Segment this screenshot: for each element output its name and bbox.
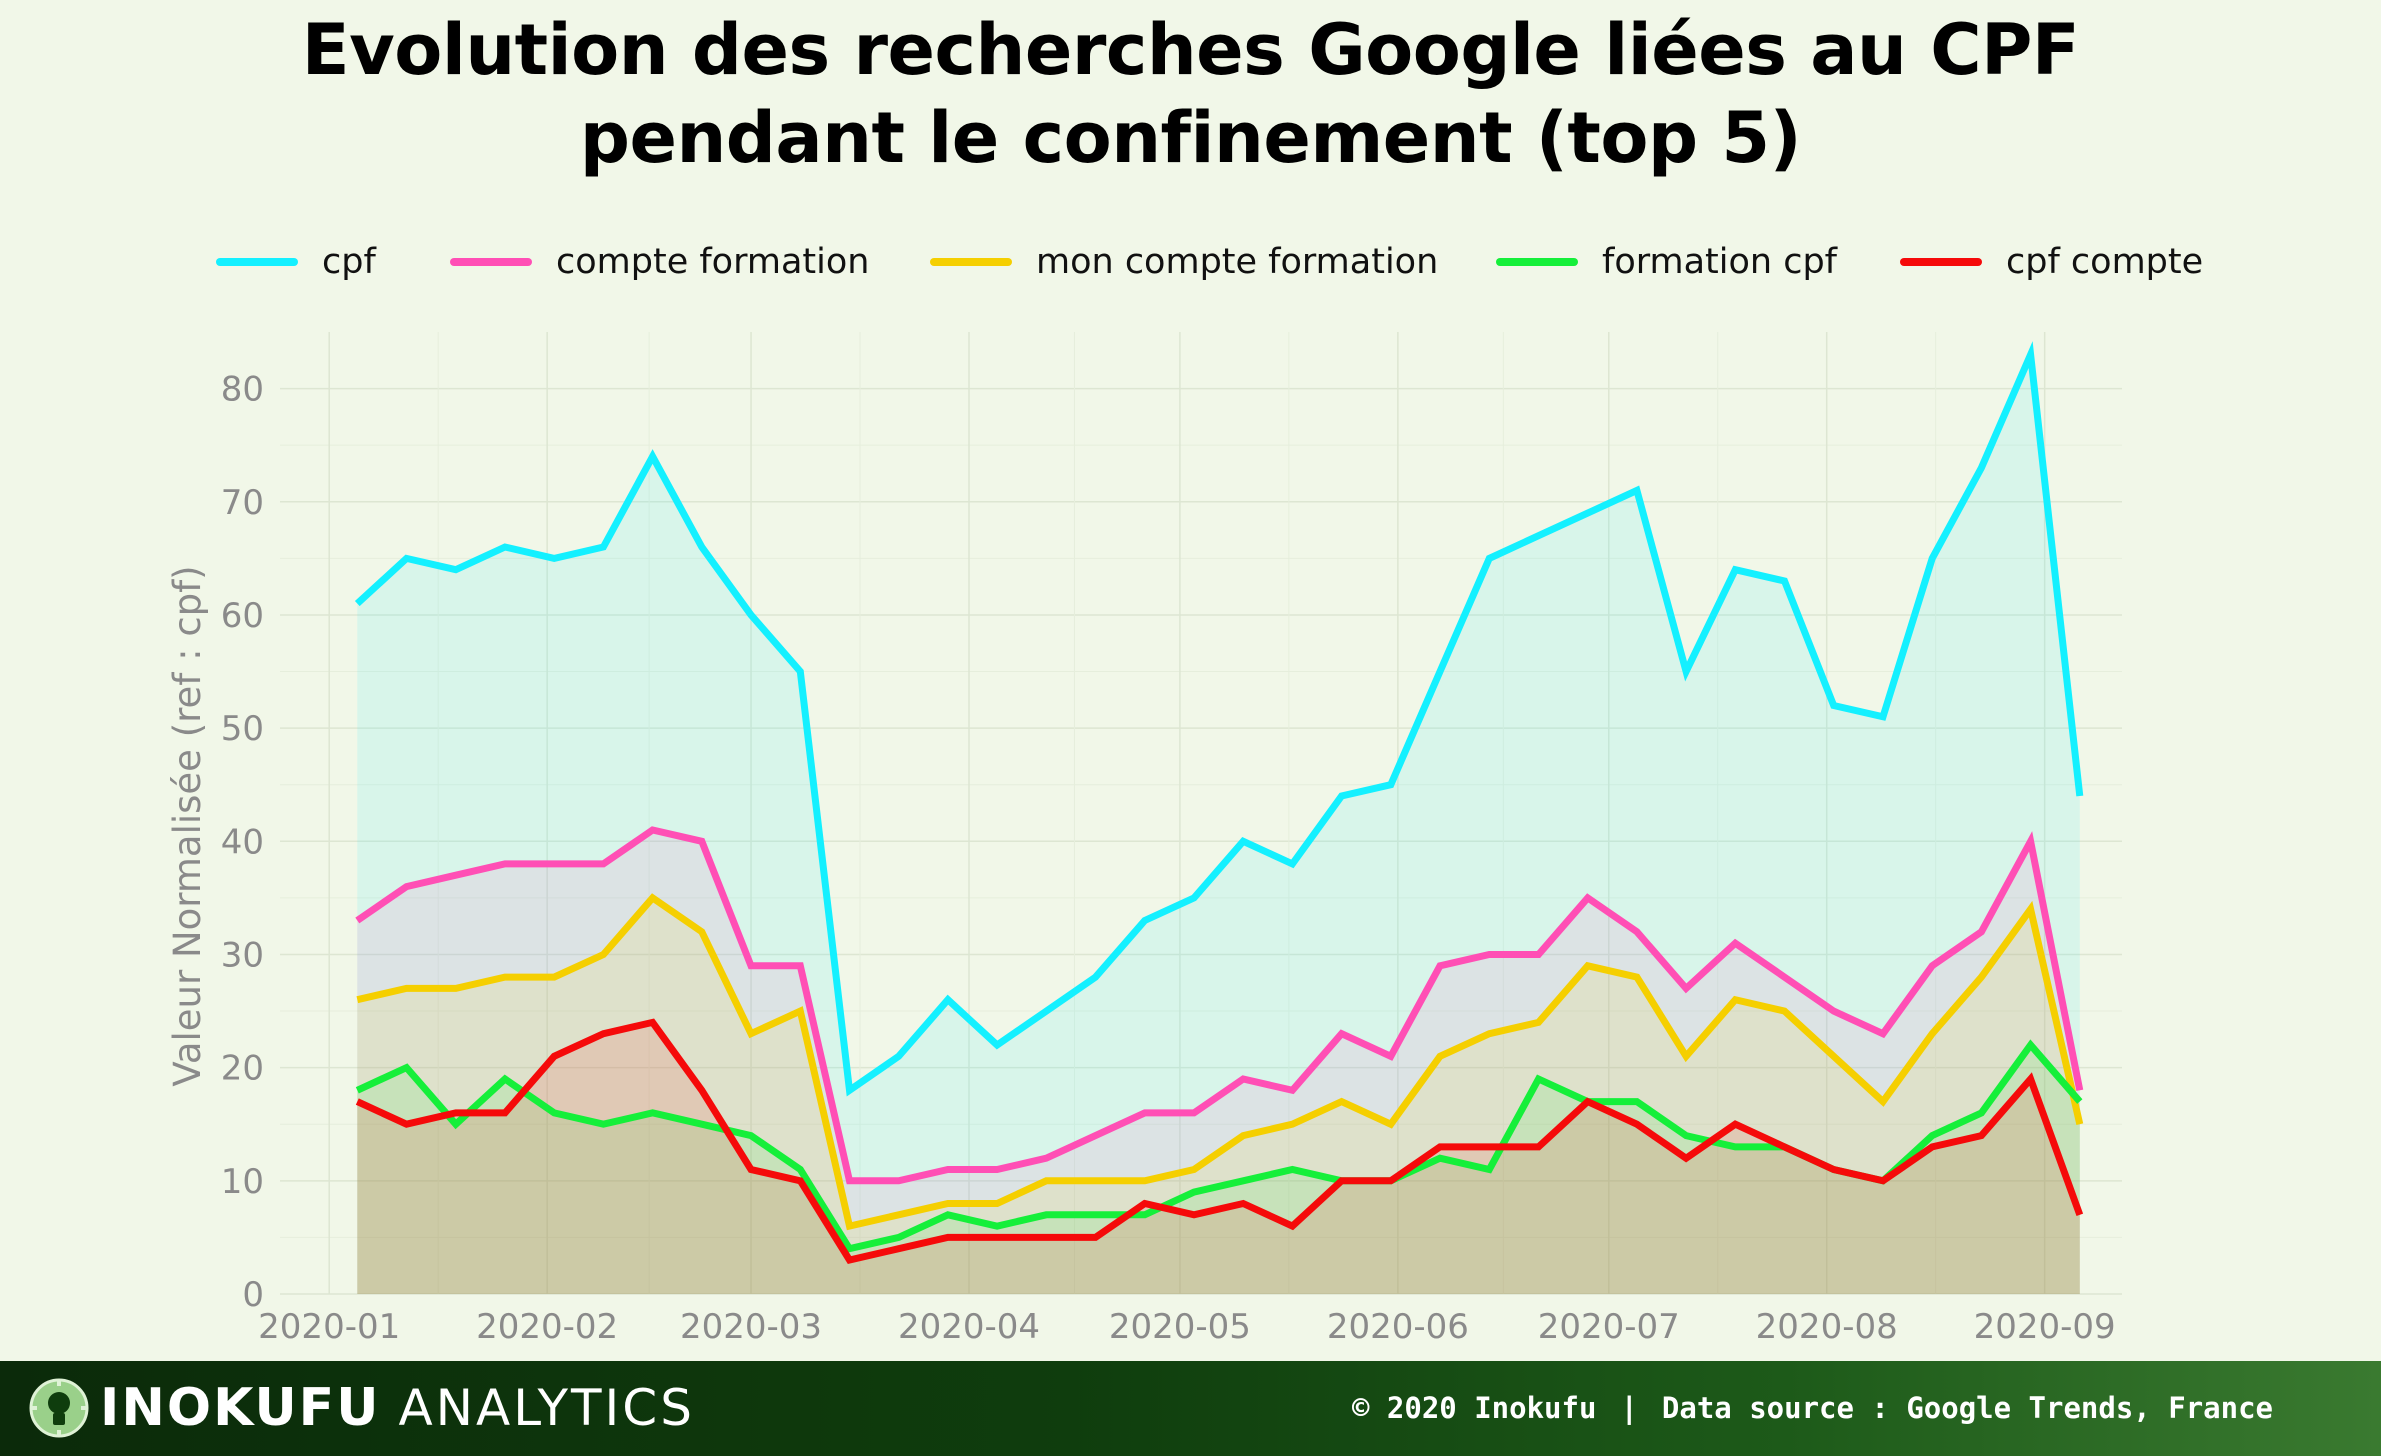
- lightbulb-icon: [29, 1378, 89, 1438]
- x-axis-tick-labels: 2020-01 2020-02 2020-03 2020-04 2020-05 2020-…: [258, 1307, 2116, 1347]
- y-tick-label: 40: [221, 822, 264, 862]
- x-tick-label: 2020-06: [1327, 1307, 1469, 1347]
- x-tick-label: 2020-09: [1974, 1307, 2116, 1347]
- grid-lines: [280, 332, 2122, 1295]
- legend-swatch-cpf-compte: [1900, 258, 1982, 266]
- data-source-text: Data source : Google Trends, France: [1661, 1391, 2273, 1425]
- legend-item-formation-cpf: formation cpf: [1496, 232, 1837, 292]
- x-tick-label: 2020-08: [1756, 1307, 1898, 1347]
- y-tick-label: 0: [242, 1275, 264, 1315]
- series-line-cpf-compte: [355, 1018, 2084, 1264]
- legend-item-mon-compte-formation: mon compte formation: [930, 232, 1438, 292]
- legend-item-cpf: cpf: [216, 232, 376, 292]
- y-axis-tick-labels: 0 10 20 30 40 50 60 70 80: [221, 370, 264, 1315]
- credits: © 2020 Inokufu | Data source : Google Tren…: [1352, 1391, 2273, 1425]
- credits-separator: |: [1620, 1391, 1638, 1425]
- y-axis-label: Valeur Normalisée (ref : cpf): [166, 565, 209, 1086]
- legend-label-formation-cpf: formation cpf: [1602, 242, 1838, 282]
- legend: cpf compte formation mon compte formatio…: [0, 232, 2381, 292]
- legend-swatch-cpf: [216, 258, 298, 266]
- x-tick-label: 2020-05: [1109, 1307, 1251, 1347]
- legend-item-compte-formation: compte formation: [450, 232, 869, 292]
- x-tick-label: 2020-02: [476, 1307, 618, 1347]
- y-tick-label: 80: [221, 370, 264, 410]
- legend-label-cpf: cpf: [322, 242, 376, 282]
- chart-title: Evolution des recherches Google liées au…: [0, 6, 2381, 182]
- legend-label-mon-compte-formation: mon compte formation: [1036, 242, 1439, 282]
- series-area-formation-cpf: [357, 1045, 2080, 1294]
- y-tick-label: 10: [221, 1162, 264, 1202]
- chart-title-line-1: Evolution des recherches Google liées au…: [301, 9, 2080, 91]
- series-area-cpf-compte: [357, 1022, 2080, 1294]
- chart-title-line-2: pendant le confinement (top 5): [579, 97, 1802, 179]
- series-line-cpf: [354, 341, 2084, 1097]
- series-line-mon-compte-formation: [356, 893, 2084, 1231]
- legend-swatch-compte-formation: [450, 258, 532, 266]
- series-line-compte-formation: [355, 826, 2084, 1185]
- copyright-text: © 2020 Inokufu: [1352, 1391, 1597, 1425]
- y-tick-label: 30: [221, 935, 264, 975]
- legend-label-cpf-compte: cpf compte: [2006, 242, 2204, 282]
- x-tick-label: 2020-01: [258, 1307, 400, 1347]
- x-tick-label: 2020-03: [680, 1307, 822, 1347]
- y-tick-label: 50: [221, 709, 264, 749]
- y-tick-label: 70: [221, 483, 264, 523]
- x-tick-label: 2020-04: [898, 1307, 1040, 1347]
- y-tick-label: 60: [221, 596, 264, 636]
- legend-swatch-formation-cpf: [1496, 258, 1578, 266]
- series-lines: [354, 341, 2084, 1264]
- legend-item-cpf-compte: cpf compte: [1900, 232, 2203, 292]
- brand-name: INOKUFU: [100, 1378, 381, 1438]
- series-area-cpf: [357, 354, 2080, 1295]
- y-tick-label: 20: [221, 1049, 264, 1089]
- inokufu-logo: INOKUFU ANALYTICS: [28, 1375, 695, 1441]
- legend-label-compte-formation: compte formation: [556, 242, 870, 282]
- legend-swatch-mon-compte-formation: [930, 258, 1012, 266]
- brand-subtitle: ANALYTICS: [398, 1379, 695, 1437]
- footer-bar: INOKUFU ANALYTICS © 2020 Inokufu | Data so…: [0, 1361, 2381, 1456]
- x-tick-label: 2020-07: [1538, 1307, 1680, 1347]
